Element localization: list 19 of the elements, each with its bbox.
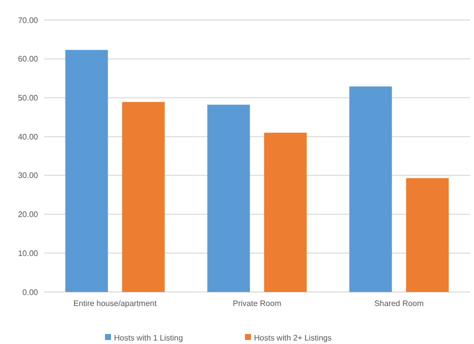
bar [406,178,449,292]
legend-label: Hosts with 1 Listing [114,333,183,342]
x-tick-label: Shared Room [374,299,424,308]
bar [207,104,250,292]
bar [264,132,307,292]
x-tick-label: Entire house/apartment [73,299,158,308]
bar [349,86,392,292]
y-tick-label: 50.00 [18,94,39,103]
y-tick-label: 30.00 [18,171,39,180]
bar [65,50,108,292]
y-tick-label: 0.00 [22,288,39,297]
bar [122,102,165,292]
y-tick-label: 20.00 [18,210,39,220]
y-tick-label: 70.00 [18,16,39,25]
y-tick-label: 40.00 [18,132,39,142]
legend-label: Hosts with 2+ Listings [254,333,332,342]
y-tick-label: 60.00 [18,54,39,64]
x-tick-label: Private Room [232,299,282,308]
y-tick-label: 10.00 [18,248,39,258]
